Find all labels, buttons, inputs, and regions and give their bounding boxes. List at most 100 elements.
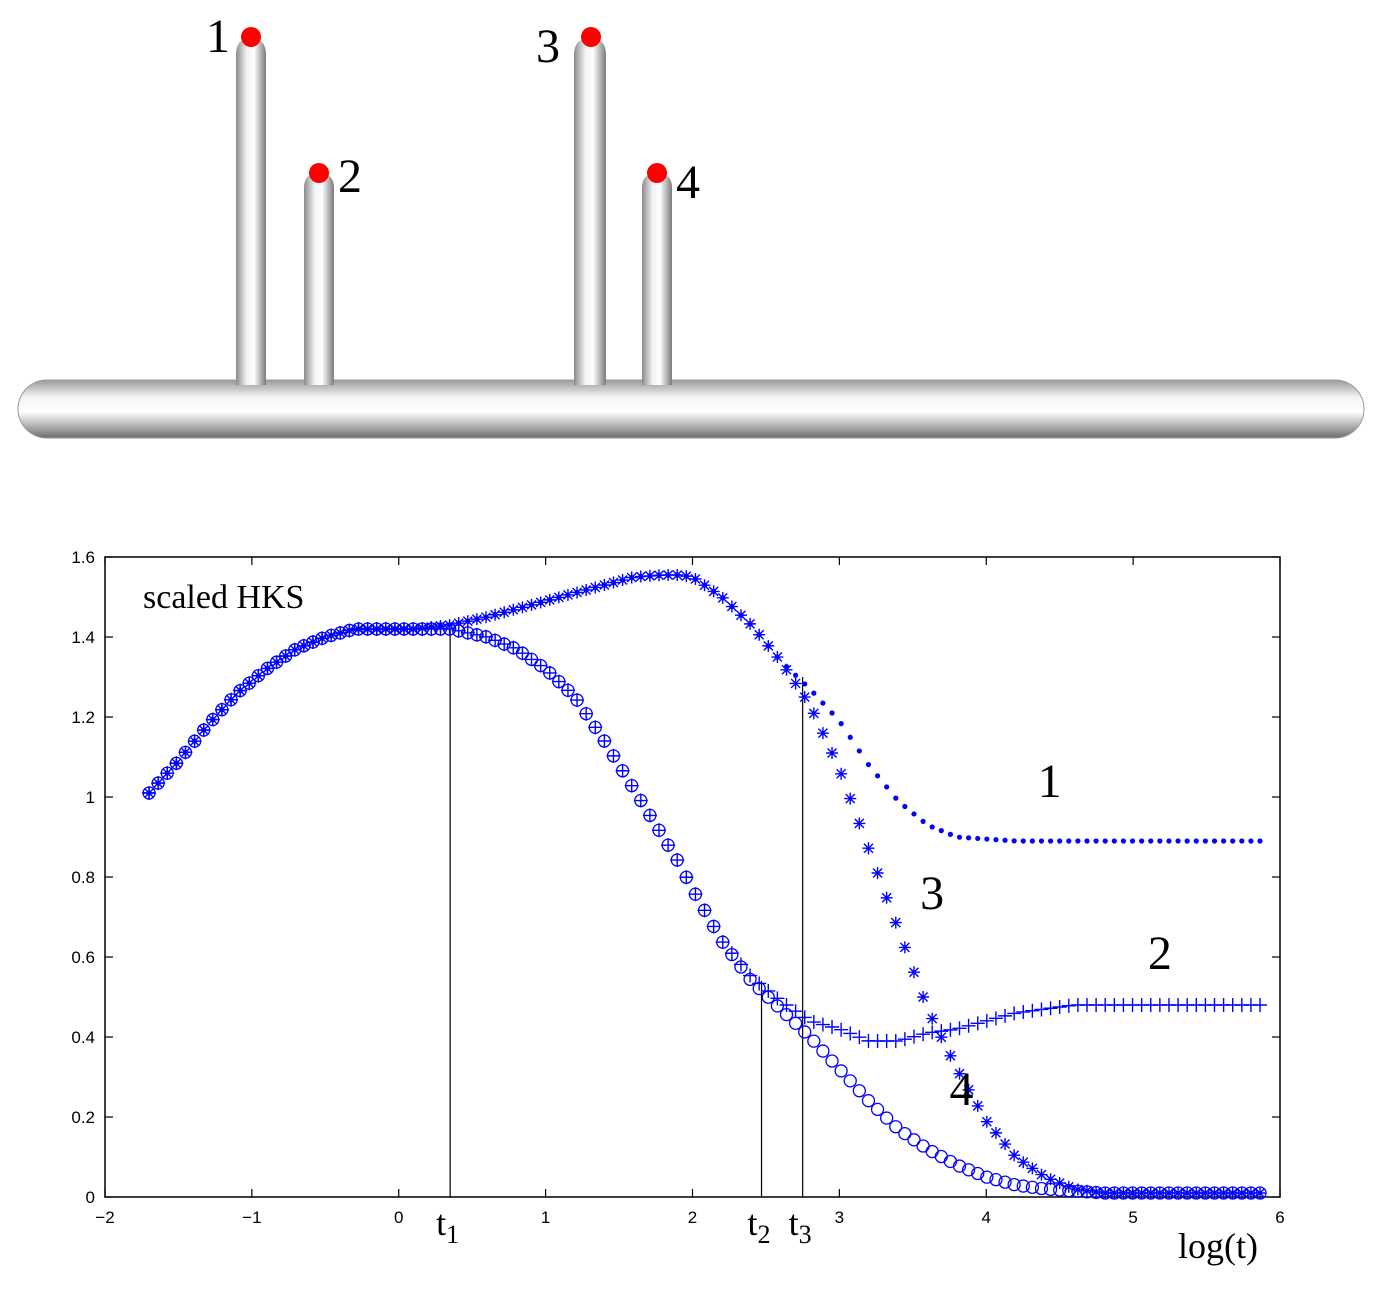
data-point [734, 960, 748, 974]
data-point [1026, 1162, 1039, 1175]
data-point [1090, 1185, 1103, 1198]
data-point [561, 588, 574, 601]
data-point [197, 724, 210, 737]
data-point [1248, 838, 1254, 844]
series-1 [146, 572, 1263, 844]
data-point [606, 748, 621, 763]
data-point [1226, 1187, 1239, 1199]
data-point [802, 681, 808, 687]
data-point [315, 631, 329, 645]
data-point [907, 966, 920, 979]
data-point [1016, 1179, 1030, 1193]
data-point [297, 639, 311, 653]
data-point [907, 1133, 921, 1147]
data-point [988, 1011, 1003, 1026]
data-point [652, 823, 666, 837]
data-point [507, 603, 520, 616]
data-point [1071, 1183, 1084, 1196]
data-point [898, 1126, 912, 1141]
data-point [806, 1015, 821, 1030]
x-tick-label: −2 [95, 1208, 114, 1227]
data-point [1089, 1185, 1103, 1200]
x-tick-label: −1 [242, 1208, 261, 1227]
data-point [679, 870, 693, 884]
data-point [288, 643, 301, 656]
data-point [834, 1064, 848, 1078]
data-point [152, 777, 165, 790]
data-point [780, 663, 793, 676]
data-point [579, 707, 593, 721]
data-point [1230, 838, 1236, 844]
data-point [1111, 838, 1117, 844]
data-point [670, 853, 685, 868]
curve-label-1: 1 [1038, 755, 1062, 808]
data-point [178, 745, 193, 760]
data-point [1034, 1002, 1049, 1017]
data-point [206, 713, 219, 726]
data-point [279, 649, 293, 663]
data-point [297, 639, 310, 652]
shape-prong-3 [574, 38, 606, 385]
data-point [269, 655, 284, 669]
data-point [975, 835, 981, 842]
data-point [143, 787, 156, 799]
data-point [1007, 1177, 1021, 1192]
data-point [316, 632, 329, 645]
data-point [607, 576, 620, 589]
data-point [926, 1012, 939, 1025]
data-point [1007, 1006, 1022, 1021]
data-point [852, 1030, 867, 1045]
data-point [889, 916, 902, 929]
x-tick-label: 5 [1128, 1208, 1137, 1227]
data-point [579, 706, 594, 721]
data-point [1126, 1187, 1139, 1199]
y-tick-label: 0 [86, 1188, 95, 1207]
data-point [871, 867, 884, 879]
data-point [697, 903, 712, 917]
data-point [984, 836, 990, 842]
data-point [707, 585, 720, 598]
data-point [498, 606, 511, 619]
data-point [571, 586, 584, 599]
data-point [979, 1013, 994, 1028]
data-point [762, 639, 775, 652]
data-point [1189, 1186, 1203, 1200]
data-point [434, 620, 447, 633]
data-point [1057, 838, 1063, 844]
data-point [1253, 998, 1268, 1012]
time-marker-lines [449, 629, 804, 1197]
data-point [443, 619, 456, 632]
data-point [1061, 998, 1076, 1013]
data-point [625, 778, 639, 793]
data-point [1117, 1187, 1130, 1199]
data-point [884, 784, 890, 790]
time-marker-label: t3 [789, 1203, 812, 1249]
data-point [1166, 838, 1172, 844]
data-point [1208, 1187, 1221, 1199]
data-point [469, 627, 484, 642]
x-tick-label: 3 [835, 1208, 844, 1227]
data-point [169, 756, 184, 770]
data-point [1221, 838, 1227, 844]
data-point [252, 669, 265, 682]
data-point [798, 691, 811, 704]
data-point [917, 991, 930, 1003]
data-point [707, 919, 721, 934]
series-4 [142, 622, 1267, 1200]
data-point [442, 622, 457, 636]
data-point [561, 683, 575, 697]
data-point [170, 757, 183, 770]
data-point [306, 636, 319, 649]
data-point [334, 626, 347, 639]
data-point [893, 795, 899, 801]
data-point [642, 808, 657, 823]
data-point [920, 818, 926, 825]
data-point [643, 569, 656, 582]
data-point [1235, 1186, 1249, 1200]
data-point [151, 776, 165, 790]
data-point [616, 574, 629, 587]
data-point [779, 998, 794, 1012]
data-point [934, 1149, 948, 1164]
data-point [856, 748, 862, 754]
data-point [306, 635, 320, 649]
